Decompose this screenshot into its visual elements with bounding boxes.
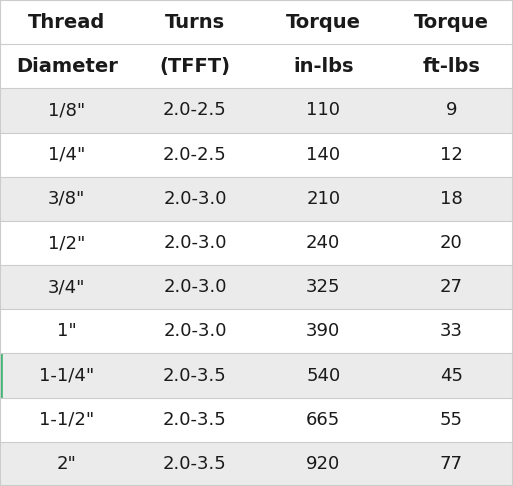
Text: Diameter: Diameter bbox=[16, 57, 117, 76]
Text: 3/8": 3/8" bbox=[48, 190, 85, 208]
FancyBboxPatch shape bbox=[0, 353, 513, 398]
Text: ft-lbs: ft-lbs bbox=[423, 57, 480, 76]
Text: 3/4": 3/4" bbox=[48, 278, 86, 296]
Text: 140: 140 bbox=[306, 146, 340, 164]
Text: 390: 390 bbox=[306, 322, 340, 340]
Text: 2.0-3.5: 2.0-3.5 bbox=[163, 366, 227, 384]
FancyBboxPatch shape bbox=[0, 0, 513, 44]
Text: (TFFT): (TFFT) bbox=[160, 57, 230, 76]
Text: 2.0-3.5: 2.0-3.5 bbox=[163, 455, 227, 473]
Text: 2.0-3.0: 2.0-3.0 bbox=[163, 278, 227, 296]
FancyBboxPatch shape bbox=[0, 398, 513, 442]
Text: 1/4": 1/4" bbox=[48, 146, 85, 164]
Text: Torque: Torque bbox=[414, 13, 489, 32]
FancyBboxPatch shape bbox=[0, 177, 513, 221]
Text: 27: 27 bbox=[440, 278, 463, 296]
Text: 18: 18 bbox=[440, 190, 463, 208]
Text: 2.0-3.0: 2.0-3.0 bbox=[163, 322, 227, 340]
Text: 77: 77 bbox=[440, 455, 463, 473]
Text: 2.0-3.5: 2.0-3.5 bbox=[163, 411, 227, 429]
Text: 20: 20 bbox=[440, 234, 463, 252]
FancyBboxPatch shape bbox=[0, 88, 513, 133]
Text: 240: 240 bbox=[306, 234, 340, 252]
Text: Turns: Turns bbox=[165, 13, 225, 32]
Text: 2": 2" bbox=[57, 455, 76, 473]
Text: 1/2": 1/2" bbox=[48, 234, 85, 252]
Text: 1-1/2": 1-1/2" bbox=[39, 411, 94, 429]
FancyBboxPatch shape bbox=[0, 133, 513, 177]
Text: 2.0-2.5: 2.0-2.5 bbox=[163, 102, 227, 120]
Text: 2.0-3.0: 2.0-3.0 bbox=[163, 190, 227, 208]
FancyBboxPatch shape bbox=[0, 44, 513, 88]
Text: 2.0-2.5: 2.0-2.5 bbox=[163, 146, 227, 164]
Text: 45: 45 bbox=[440, 366, 463, 384]
Text: 1/8": 1/8" bbox=[48, 102, 85, 120]
Text: 2.0-3.0: 2.0-3.0 bbox=[163, 234, 227, 252]
FancyBboxPatch shape bbox=[0, 309, 513, 353]
Text: 55: 55 bbox=[440, 411, 463, 429]
FancyBboxPatch shape bbox=[0, 221, 513, 265]
Text: 1-1/4": 1-1/4" bbox=[39, 366, 94, 384]
FancyBboxPatch shape bbox=[0, 265, 513, 309]
Text: 210: 210 bbox=[306, 190, 340, 208]
Text: 920: 920 bbox=[306, 455, 340, 473]
Text: 33: 33 bbox=[440, 322, 463, 340]
Text: 1": 1" bbox=[57, 322, 76, 340]
Text: 665: 665 bbox=[306, 411, 340, 429]
Text: 540: 540 bbox=[306, 366, 340, 384]
Text: 110: 110 bbox=[306, 102, 340, 120]
FancyBboxPatch shape bbox=[0, 442, 513, 486]
Text: 9: 9 bbox=[446, 102, 457, 120]
Text: Torque: Torque bbox=[286, 13, 361, 32]
Text: in-lbs: in-lbs bbox=[293, 57, 353, 76]
Text: Thread: Thread bbox=[28, 13, 105, 32]
Text: 325: 325 bbox=[306, 278, 341, 296]
Text: 12: 12 bbox=[440, 146, 463, 164]
